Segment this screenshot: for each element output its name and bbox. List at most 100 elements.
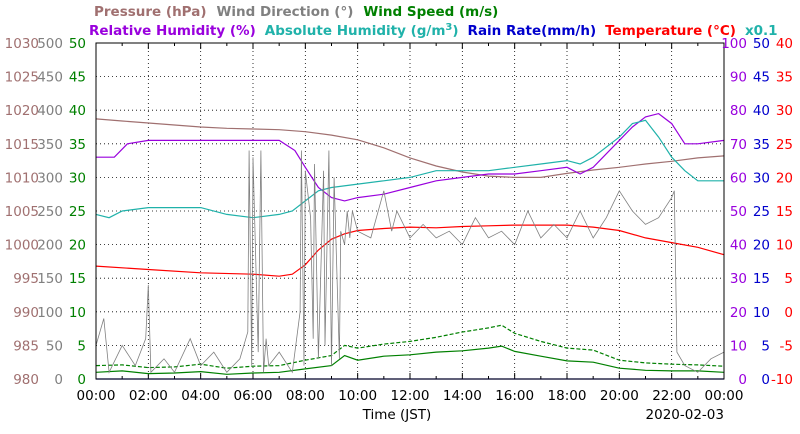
x-tick-label: 14:00 (443, 388, 482, 404)
pressure-tick-label: 1010 (5, 170, 39, 186)
left-axes: 9809859909951000100510101015102010251030… (5, 36, 86, 388)
legend-suffix: ) (452, 23, 458, 39)
x-tick-label: 18:00 (548, 388, 587, 404)
date-label: 2020-02-03 (646, 407, 724, 423)
temperature-tick-label: 40 (776, 36, 793, 52)
wind-speed-tick-label: 35 (69, 137, 86, 153)
pressure-tick-label: 985 (13, 338, 39, 354)
temperature-tick-label: 15 (776, 204, 793, 220)
humidity-tick-label: 10 (730, 338, 747, 354)
rain-rate-tick-label: 40 (753, 103, 770, 119)
x-tick-label: 16:00 (495, 388, 534, 404)
temperature-tick-label: 20 (776, 170, 793, 186)
pressure-tick-label: 995 (13, 271, 39, 287)
humidity-tick-label: 80 (730, 103, 747, 119)
rain-rate-tick-label: 35 (753, 137, 770, 153)
x-tick-label: 00:00 (705, 388, 744, 404)
series-relative-humidity (96, 112, 725, 202)
legend-entry: Relative Humidity (%) (89, 23, 256, 39)
x-tick-label: 20:00 (600, 388, 639, 404)
wind-direction-tick-label: 0 (54, 372, 63, 388)
wind-direction-tick-label: 450 (37, 70, 63, 86)
legend-superscript: 3 (445, 22, 452, 33)
pressure-tick-label: 980 (13, 372, 39, 388)
legend-entry: Wind Direction (°) (217, 4, 354, 20)
x-tick-label: 22:00 (652, 388, 691, 404)
pressure-tick-label: 1025 (5, 70, 39, 86)
rain-rate-tick-label: 5 (761, 338, 770, 354)
x-tick-label: 00:00 (77, 388, 116, 404)
x-tick-label: 02:00 (129, 388, 168, 404)
rain-rate-tick-label: 15 (753, 271, 770, 287)
wind-speed-tick-label: 0 (77, 372, 86, 388)
series-wind-speed-max (95, 324, 725, 369)
right-axes: 0102030405060708090100051015202530354045… (721, 36, 793, 388)
humidity-tick-label: 60 (730, 170, 747, 186)
series-pressure (95, 118, 725, 178)
humidity-tick-label: 20 (730, 305, 747, 321)
legend-entry: Temperature (°C) (605, 23, 736, 39)
wind-direction-tick-label: 200 (37, 238, 63, 254)
wind-direction-tick-label: 150 (37, 271, 63, 287)
wind-direction-tick-label: 250 (37, 204, 63, 220)
wind-speed-tick-label: 10 (69, 305, 86, 321)
humidity-tick-label: 70 (730, 137, 747, 153)
pressure-tick-label: 990 (13, 305, 39, 321)
pressure-tick-label: 1015 (5, 137, 39, 153)
wind-speed-tick-label: 45 (69, 70, 86, 86)
temperature-tick-label: 25 (776, 137, 793, 153)
wind-speed-tick-label: 40 (69, 103, 86, 119)
pressure-tick-label: 1000 (5, 238, 39, 254)
plot-frame (95, 42, 725, 380)
rain-rate-tick-label: 25 (753, 204, 770, 220)
wind-direction-tick-label: 400 (37, 103, 63, 119)
wind-speed-tick-label: 25 (69, 204, 86, 220)
wind-speed-tick-label: 5 (77, 338, 86, 354)
legend-entry: x0.1 (745, 23, 778, 39)
chart-legend: Pressure (hPa) Wind Direction (°) Wind Spe… (89, 4, 778, 39)
wind-direction-tick-label: 100 (37, 305, 63, 321)
rain-rate-tick-label: 50 (753, 36, 770, 52)
wind-direction-tick-label: 50 (46, 338, 63, 354)
humidity-tick-label: 0 (738, 372, 747, 388)
wind-direction-tick-label: 500 (37, 36, 63, 52)
temperature-tick-label: -10 (771, 372, 793, 388)
temperature-tick-label: -5 (780, 338, 793, 354)
humidity-tick-label: 100 (721, 36, 747, 52)
pressure-tick-label: 1005 (5, 204, 39, 220)
legend-entry: Wind Speed (m/s) (363, 4, 498, 20)
x-tick-label: 08:00 (286, 388, 325, 404)
wind-direction-tick-label: 300 (37, 170, 63, 186)
grid-lines (95, 43, 725, 379)
x-tick-label: 04:00 (181, 388, 220, 404)
humidity-tick-label: 90 (730, 70, 747, 86)
series-wind-direction (95, 150, 725, 374)
wind-speed-tick-label: 20 (69, 238, 86, 254)
rain-rate-tick-label: 20 (753, 238, 770, 254)
legend-entry: Absolute Humidity (g/m3) (265, 22, 459, 39)
wind-direction-tick-label: 350 (37, 137, 63, 153)
series-absolute-humidity (95, 119, 724, 219)
pressure-tick-label: 1020 (5, 103, 39, 119)
wind-speed-tick-label: 50 (69, 36, 86, 52)
series-temperature (95, 224, 725, 277)
temperature-tick-label: 5 (784, 271, 793, 287)
temperature-tick-label: 10 (776, 238, 793, 254)
x-axis: 00:00 02:00 04:00 06:00 08:00 10:00 12:00 14:00… (77, 388, 744, 404)
legend-entry: Rain Rate(mm/h) (468, 23, 597, 39)
x-tick-label: 06:00 (234, 388, 273, 404)
wind-speed-tick-label: 30 (69, 170, 86, 186)
rain-rate-tick-label: 30 (753, 170, 770, 186)
wind-speed-tick-label: 15 (69, 271, 86, 287)
x-axis-label: Time (JST) (362, 407, 432, 423)
humidity-tick-label: 50 (730, 204, 747, 220)
pressure-tick-label: 1030 (5, 36, 39, 52)
series-wind-speed-avg (95, 345, 725, 375)
temperature-tick-label: 30 (776, 103, 793, 119)
humidity-tick-label: 40 (730, 238, 747, 254)
x-tick-label: 12:00 (391, 388, 430, 404)
rain-rate-tick-label: 10 (753, 305, 770, 321)
rain-rate-tick-label: 0 (761, 372, 770, 388)
humidity-tick-label: 30 (730, 271, 747, 287)
